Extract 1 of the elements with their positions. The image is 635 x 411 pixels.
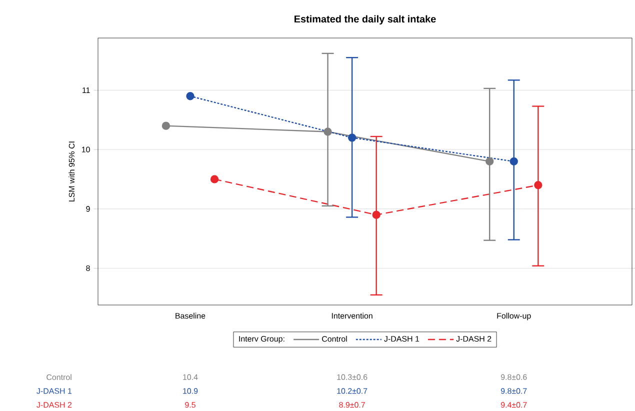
chart-title: Estimated the daily salt intake — [294, 15, 436, 24]
